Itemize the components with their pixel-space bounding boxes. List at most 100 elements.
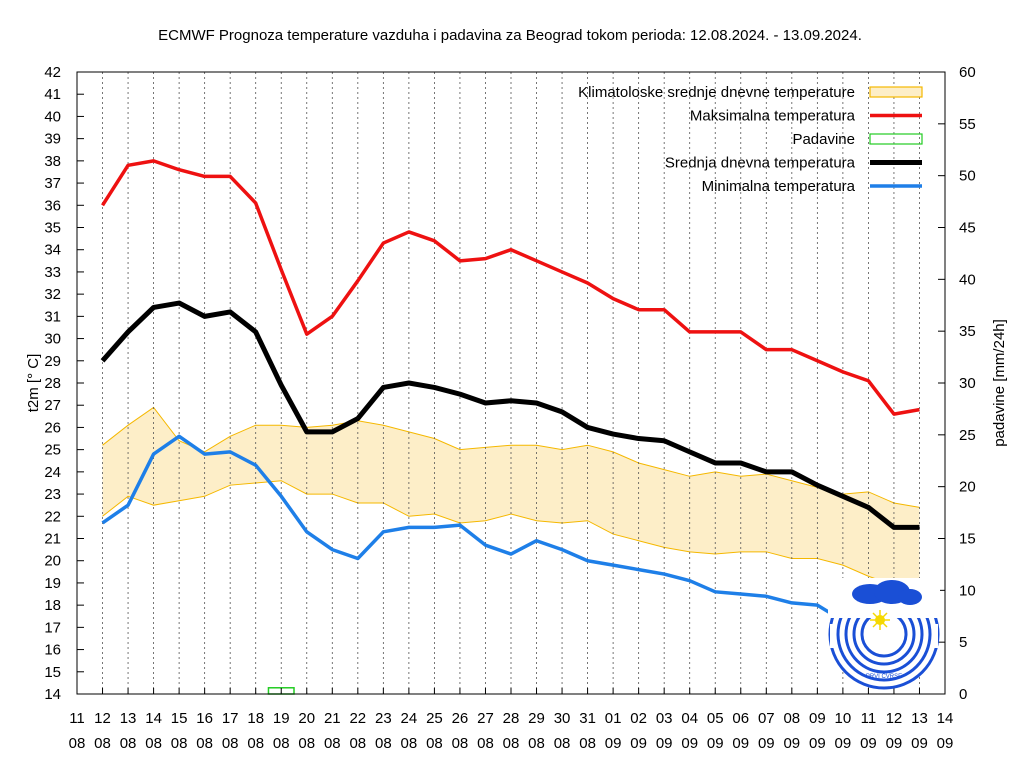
x-tick-month: 09 <box>937 735 954 752</box>
x-tick-month: 08 <box>349 735 366 752</box>
y2-tick-label: 20 <box>959 479 976 496</box>
y-tick-label: 34 <box>44 242 61 259</box>
x-tick-month: 09 <box>656 735 673 752</box>
x-tick-day: 02 <box>630 710 647 727</box>
x-tick-day: 10 <box>835 710 852 727</box>
y-axis-left-ticks: 14 15 16 17 18 19 20 21 22 23 24 25 26 27 28 29 30 31 32 33… <box>44 64 84 703</box>
x-tick-day: 25 <box>426 710 443 727</box>
chart-title: ECMWF Prognoza temperature vazduha i pad… <box>158 27 862 44</box>
x-tick-day: 29 <box>528 710 545 727</box>
y-tick-label: 21 <box>44 531 61 548</box>
y2-tick-label: 25 <box>959 427 976 444</box>
y-tick-label: 15 <box>44 664 61 681</box>
x-tick-month: 08 <box>120 735 137 752</box>
y-tick-label: 22 <box>44 508 61 525</box>
x-tick-day: 22 <box>349 710 366 727</box>
climate-band-lower-edge <box>102 480 920 586</box>
x-tick-day: 19 <box>273 710 290 727</box>
x-tick-month: 08 <box>273 735 290 752</box>
logo-text: PRVI CVRSE <box>866 674 902 680</box>
y-tick-label: 42 <box>44 64 61 81</box>
x-tick-day: 13 <box>120 710 137 727</box>
y2-tick-label: 35 <box>959 323 976 340</box>
x-tick-day: 04 <box>681 710 698 727</box>
x-tick-month: 08 <box>145 735 162 752</box>
legend-label: Srednja dnevna temperatura <box>665 155 856 172</box>
legend-swatch <box>869 86 923 98</box>
y-tick-label: 31 <box>44 308 61 325</box>
series-line-2 <box>101 434 921 650</box>
y-tick-label: 30 <box>44 331 61 348</box>
x-tick-day: 09 <box>809 710 826 727</box>
y2-tick-label: 55 <box>959 116 976 133</box>
y2-tick-label: 45 <box>959 220 976 237</box>
y-tick-label: 20 <box>44 553 61 570</box>
x-tick-month: 08 <box>528 735 545 752</box>
x-tick-month: 08 <box>171 735 188 752</box>
x-tick-month: 09 <box>860 735 877 752</box>
x-tick-month: 08 <box>554 735 571 752</box>
x-tick-month: 08 <box>247 735 264 752</box>
y2-tick-label: 15 <box>959 531 976 548</box>
x-tick-day: 27 <box>477 710 494 727</box>
y-tick-label: 32 <box>44 286 61 303</box>
x-axis-ticks: 11 08 12 08 13 08 14 08 15 08 16 08 17 08 18 08 19 08 20 08… <box>69 688 954 752</box>
x-tick-month: 09 <box>707 735 724 752</box>
y2-axis-label: padavine [mm/24h] <box>991 319 1008 447</box>
x-tick-month: 08 <box>401 735 418 752</box>
climate-band <box>102 406 920 586</box>
y-tick-label: 28 <box>44 375 61 392</box>
y-tick-label: 25 <box>44 442 61 459</box>
y2-tick-label: 30 <box>959 375 976 392</box>
y2-tick-label: 50 <box>959 168 976 185</box>
x-tick-month: 08 <box>503 735 520 752</box>
legend-label: Minimalna temperatura <box>702 178 856 195</box>
climate-band-upper-edge <box>102 406 920 508</box>
x-tick-month: 09 <box>630 735 647 752</box>
x-tick-day: 11 <box>69 710 85 727</box>
x-tick-month: 09 <box>758 735 775 752</box>
y-tick-label: 38 <box>44 153 61 170</box>
x-tick-month: 09 <box>886 735 903 752</box>
x-tick-day: 08 <box>783 710 800 727</box>
y-tick-label: 36 <box>44 197 61 214</box>
x-tick-day: 15 <box>171 710 188 727</box>
y-tick-label: 17 <box>44 619 61 636</box>
x-tick-day: 13 <box>911 710 928 727</box>
x-tick-month: 09 <box>681 735 698 752</box>
y-tick-label: 18 <box>44 597 61 614</box>
x-tick-day: 20 <box>298 710 315 727</box>
y2-tick-label: 0 <box>959 686 967 703</box>
y-tick-label: 33 <box>44 264 61 281</box>
x-tick-day: 06 <box>732 710 749 727</box>
y-tick-label: 40 <box>44 108 61 125</box>
x-tick-day: 23 <box>375 710 392 727</box>
x-tick-month: 08 <box>477 735 494 752</box>
y2-tick-label: 10 <box>959 582 976 599</box>
x-tick-month: 08 <box>452 735 469 752</box>
temperature-series <box>100 159 921 650</box>
y-tick-label: 26 <box>44 419 61 436</box>
x-tick-month: 08 <box>426 735 443 752</box>
x-tick-day: 14 <box>145 710 162 727</box>
x-tick-month: 09 <box>732 735 749 752</box>
x-tick-month: 08 <box>375 735 392 752</box>
x-tick-month: 08 <box>579 735 596 752</box>
x-tick-day: 12 <box>94 710 111 727</box>
x-tick-day: 18 <box>247 710 264 727</box>
x-tick-day: 31 <box>579 710 596 727</box>
y-tick-label: 41 <box>44 86 61 103</box>
y-tick-label: 14 <box>44 686 61 703</box>
x-tick-month: 09 <box>605 735 622 752</box>
legend: Klimatoloske srednje dnevne temperature M… <box>578 84 923 195</box>
x-tick-month: 09 <box>809 735 826 752</box>
y-tick-label: 16 <box>44 642 61 659</box>
x-tick-day: 12 <box>886 710 903 727</box>
x-tick-day: 14 <box>937 710 954 727</box>
institution-logo: PRVI CVRSE <box>828 578 940 690</box>
x-tick-month: 08 <box>94 735 111 752</box>
y-tick-label: 39 <box>44 131 61 148</box>
legend-label: Klimatoloske srednje dnevne temperature <box>578 84 855 101</box>
y2-tick-label: 40 <box>959 271 976 288</box>
